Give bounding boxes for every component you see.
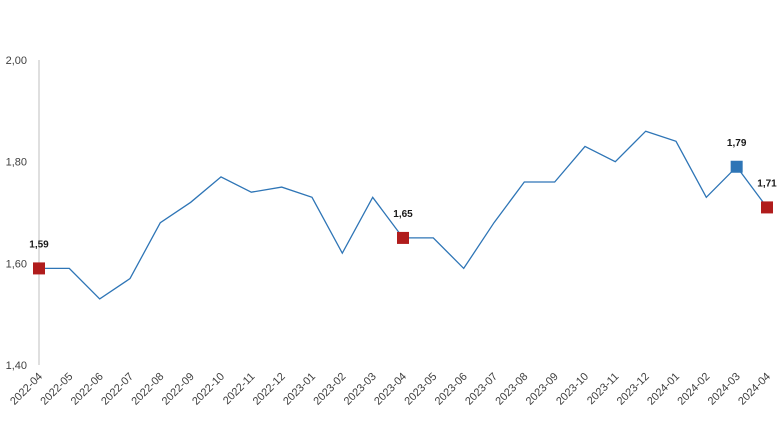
x-tick-label: 2023-05	[402, 371, 439, 408]
data-label: 1,79	[727, 138, 747, 149]
x-tick-label: 2022-06	[69, 371, 106, 408]
x-tick-label: 2022-09	[160, 371, 197, 408]
x-tick-label: 2023-04	[372, 371, 409, 408]
x-tick-label: 2024-02	[675, 371, 712, 408]
y-tick-label: 1,60	[6, 258, 27, 270]
x-tick-label: 2023-07	[463, 371, 500, 408]
data-label: 1,59	[29, 239, 49, 250]
x-tick-label: 2022-07	[99, 371, 136, 408]
y-tick-label: 2,00	[6, 55, 27, 67]
x-tick-labels: 2022-042022-052022-062022-072022-082022-…	[8, 371, 773, 408]
highlight-markers	[33, 160, 773, 275]
data-label: 1,71	[757, 178, 777, 189]
x-tick-label: 2023-10	[554, 371, 591, 408]
x-tick-label: 2023-09	[524, 371, 561, 408]
y-tick-label: 1,40	[6, 360, 27, 372]
x-tick-label: 2024-03	[706, 371, 743, 408]
highlight-marker	[397, 231, 409, 244]
x-tick-label: 2023-06	[433, 371, 470, 408]
x-tick-label: 2024-01	[645, 371, 682, 408]
x-tick-label: 2023-08	[493, 371, 530, 408]
y-tick-label: 1,80	[6, 157, 27, 169]
x-tick-label: 2022-05	[38, 371, 75, 408]
x-tick-label: 2023-12	[615, 371, 652, 408]
x-tick-label: 2023-01	[281, 371, 318, 408]
x-tick-label: 2023-03	[342, 371, 379, 408]
data-label: 1,65	[393, 209, 413, 220]
x-tick-label: 2022-04	[8, 371, 45, 408]
highlight-marker	[761, 201, 773, 214]
x-tick-label: 2022-12	[251, 371, 288, 408]
highlight-marker	[33, 262, 45, 275]
x-tick-label: 2022-08	[129, 371, 166, 408]
data-labels: 1,59 1,65 1,79 1,71	[29, 138, 777, 251]
highlight-marker	[730, 160, 743, 173]
x-tick-label: 2023-02	[311, 371, 348, 408]
y-tick-labels: 1,40 1,60 1,80 2,00	[6, 55, 27, 372]
x-tick-label: 2022-10	[190, 371, 227, 408]
x-tick-label: 2024-04	[736, 371, 773, 408]
